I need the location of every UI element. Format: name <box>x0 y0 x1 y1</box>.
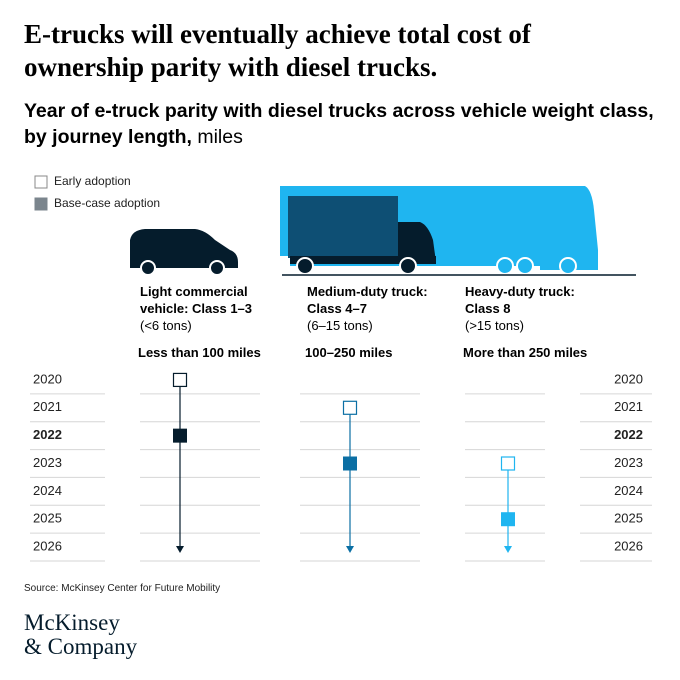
logo: McKinsey & Company <box>24 611 137 659</box>
y-tick-label: 2022 <box>33 427 62 442</box>
medium-cab <box>398 222 436 262</box>
van-wheel <box>209 260 225 276</box>
base-marker <box>343 456 357 471</box>
column-header: Medium-duty truck: Class 4–7 (6–15 tons) <box>307 283 437 334</box>
weight-range: (>15 tons) <box>465 318 524 333</box>
subtitle-text: Year of e-truck parity with diesel truck… <box>24 100 654 148</box>
column-header: Light commercial vehicle: Class 1–3 (<6 t… <box>140 283 270 334</box>
y-tick-label: 2023 <box>614 455 643 470</box>
logo-line: McKinsey <box>24 610 120 635</box>
vehicle-class: Light commercial vehicle: Class 1–3 <box>140 284 253 316</box>
y-tick-label: 2026 <box>33 539 62 554</box>
column-header: Heavy-duty truck: Class 8 (>15 tons) <box>465 283 595 334</box>
legend-swatch <box>34 175 48 189</box>
weight-range: (<6 tons) <box>140 318 192 333</box>
y-tick-label: 2025 <box>614 511 643 526</box>
source: Source: McKinsey Center for Future Mobil… <box>24 583 221 594</box>
medium-wheel <box>296 257 314 275</box>
heavy-cab <box>540 186 598 270</box>
y-tick-label: 2024 <box>33 483 62 498</box>
medium-chassis <box>290 256 436 264</box>
y-tick-label: 2024 <box>614 483 643 498</box>
base-marker <box>501 512 515 527</box>
y-tick-label: 2020 <box>614 371 643 386</box>
journey-length: More than 250 miles <box>463 345 588 360</box>
y-tick-label: 2026 <box>614 539 643 554</box>
y-tick-label: 2023 <box>33 455 62 470</box>
van-wheel <box>140 260 156 276</box>
legend-label: Early adoption <box>54 174 131 188</box>
heavy-wheel <box>559 257 577 275</box>
y-tick-label: 2020 <box>33 371 62 386</box>
y-tick-label: 2021 <box>33 399 62 414</box>
heavy-chassis <box>290 256 595 266</box>
y-tick-label: 2021 <box>614 399 643 414</box>
legend-label: Base-case adoption <box>54 196 160 210</box>
subtitle: Year of e-truck parity with diesel truck… <box>24 98 654 150</box>
y-tick-label: 2025 <box>33 511 62 526</box>
weight-range: (6–15 tons) <box>307 318 373 333</box>
vehicle-class: Heavy-duty truck: Class 8 <box>465 284 575 316</box>
arrowhead <box>176 546 184 553</box>
journey-length: Less than 100 miles <box>138 345 261 360</box>
medium-box <box>288 196 398 258</box>
subtitle-unit: miles <box>197 126 243 148</box>
title: E-trucks will eventually achieve total c… <box>24 19 531 82</box>
vehicle-class: Medium-duty truck: Class 4–7 <box>307 284 428 316</box>
heavy-wheel <box>496 257 514 275</box>
y-tick-label: 2022 <box>614 427 643 442</box>
van-icon <box>130 229 238 268</box>
early-marker <box>342 400 358 415</box>
legend-swatch <box>34 197 48 211</box>
early-marker <box>500 456 516 471</box>
arrowhead <box>504 546 512 553</box>
base-marker <box>173 428 187 443</box>
heavy-wheel <box>516 257 534 275</box>
logo-line: & Company <box>24 634 138 659</box>
journey-length: 100–250 miles <box>305 345 393 360</box>
medium-wheel <box>399 257 417 275</box>
arrowhead <box>346 546 354 553</box>
early-marker <box>172 372 188 388</box>
